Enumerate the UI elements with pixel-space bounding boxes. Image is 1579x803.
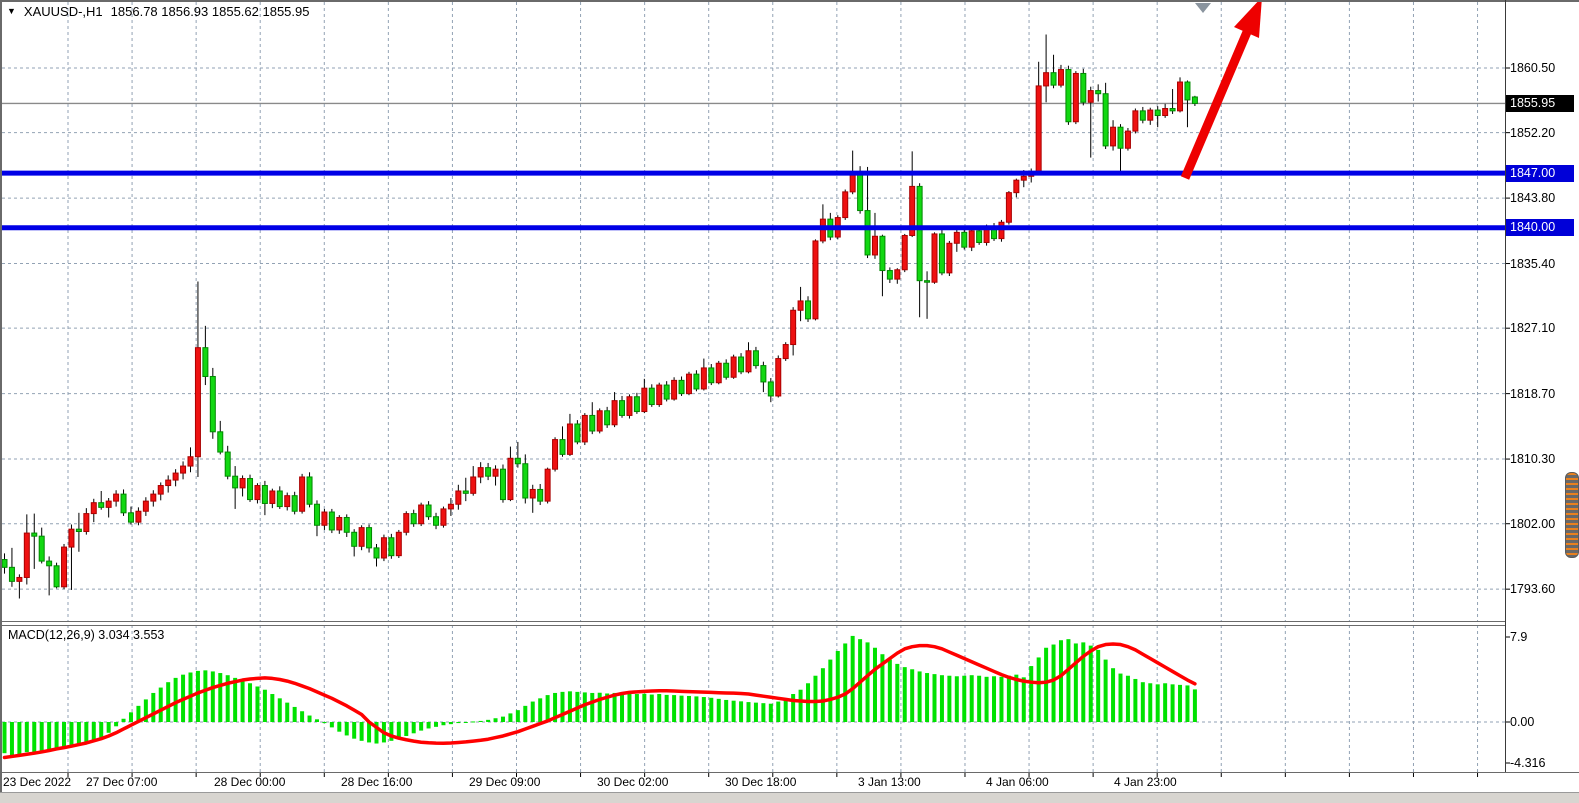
macd-panel-top-border <box>0 625 1505 626</box>
price-axis-label: 1793.60 <box>1510 582 1556 597</box>
candles-layer <box>1 34 1198 599</box>
grid-layer <box>2 2 1505 772</box>
macd-axis-label: -4.316 <box>1510 756 1546 770</box>
current-price-tag: 1855.95 <box>1505 94 1574 112</box>
macd-axis-label: 0.00 <box>1510 715 1535 729</box>
price-axis-label: 1835.40 <box>1510 256 1556 271</box>
time-axis-label: 23 Dec 2022 <box>3 775 72 789</box>
border-top <box>0 0 1579 2</box>
border-left <box>0 0 2 792</box>
macd-layer <box>2 635 1197 760</box>
macd-signal-line <box>2 642 1197 760</box>
time-axis-label: 4 Jan 23:00 <box>1114 775 1177 789</box>
price-axis-label: 1860.50 <box>1510 61 1556 75</box>
price-axis-label: 1818.70 <box>1510 386 1556 401</box>
price-axis-label: 1852.20 <box>1510 125 1556 140</box>
price-axis-border <box>1505 0 1506 772</box>
time-axis-label: 27 Dec 07:00 <box>86 775 158 789</box>
time-axis-label: 28 Dec 00:00 <box>214 775 286 789</box>
macd-indicator-label: MACD(12,26,9) 3.034 3.553 <box>8 628 165 642</box>
price-axis-label: 1843.80 <box>1510 191 1556 206</box>
ohlc-values: 1856.78 1856.93 1855.62 1855.95 <box>110 4 310 19</box>
time-axis-label: 30 Dec 18:00 <box>725 775 797 789</box>
panel-splitter[interactable] <box>0 621 1505 622</box>
vertical-scrollbar-thumb[interactable] <box>1565 472 1579 558</box>
time-axis-label: 4 Jan 06:00 <box>986 775 1049 789</box>
macd-panel-bottom-border <box>0 772 1579 773</box>
chart-shift-marker-icon[interactable] <box>1195 3 1211 13</box>
price-axis-label: 1810.30 <box>1510 452 1556 467</box>
price-axis-label: 1827.10 <box>1510 321 1556 336</box>
price-axis-label: 1802.00 <box>1510 516 1556 531</box>
chart-title: ▼ XAUUSD-,H1 1856.78 1856.93 1855.62 185… <box>7 4 309 19</box>
time-axis-label: 28 Dec 16:00 <box>341 775 413 789</box>
hline-layer[interactable] <box>0 170 1505 231</box>
window-bottom-strip <box>0 792 1579 803</box>
trend-arrow[interactable] <box>1180 0 1262 180</box>
level-price-tag: 1847.00 <box>1505 164 1574 182</box>
time-axis-label: 30 Dec 02:00 <box>597 775 669 789</box>
time-axis-label: 29 Dec 09:00 <box>469 775 541 789</box>
macd-axis-label: 7.9 <box>1510 630 1528 644</box>
symbol-period-label: XAUUSD-,H1 <box>23 4 103 19</box>
time-axis-label: 3 Jan 13:00 <box>858 775 921 789</box>
symbol-dropdown-icon[interactable]: ▼ <box>7 5 16 16</box>
level-price-tag: 1840.00 <box>1505 219 1574 237</box>
